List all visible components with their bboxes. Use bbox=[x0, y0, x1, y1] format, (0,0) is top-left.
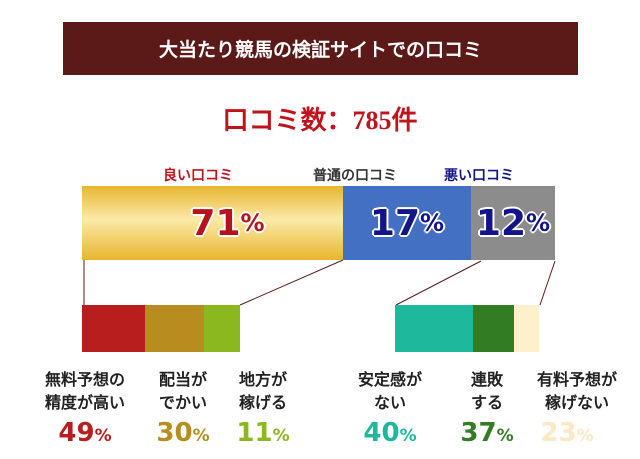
label-line: 稼げる bbox=[238, 393, 287, 412]
label-line: ない bbox=[373, 393, 406, 412]
connector-line bbox=[395, 260, 482, 306]
label-line: 連敗 bbox=[470, 370, 503, 389]
unit: % bbox=[399, 426, 417, 446]
accuracy-label: 無料予想の精度が高い bbox=[30, 368, 140, 414]
percent-unit: % bbox=[420, 209, 445, 237]
label-line: 精度が高い bbox=[44, 393, 125, 412]
connector-line bbox=[539, 260, 556, 306]
title-banner: 大当たり競馬の検証サイトでの口コミ bbox=[63, 22, 578, 75]
bad-sub-segment-stability bbox=[395, 305, 473, 352]
local-percent: 11% bbox=[208, 418, 318, 448]
value: 30 bbox=[156, 418, 193, 448]
stability-label: 安定感が ない bbox=[335, 368, 445, 414]
label-line: 地方が bbox=[238, 370, 287, 389]
payout-label: 配当が でかい bbox=[128, 368, 238, 414]
losing-percent: 37% bbox=[432, 418, 542, 448]
bad-percent: 12 bbox=[475, 202, 527, 244]
losing-label: 連敗 する bbox=[432, 368, 542, 414]
good-sub-segment-accuracy bbox=[82, 305, 145, 352]
unit: % bbox=[496, 426, 514, 446]
connector-line bbox=[239, 259, 344, 306]
review-count: 口コミ数：785件 bbox=[222, 106, 418, 135]
label-line: する bbox=[470, 393, 503, 412]
bad-reviews-segment: 12% bbox=[471, 186, 555, 260]
value: 40 bbox=[363, 418, 400, 448]
neutral-reviews-segment: 17% bbox=[343, 186, 471, 260]
label-line: 配当が bbox=[158, 370, 207, 389]
accuracy-percent: 49% bbox=[30, 418, 140, 448]
local-label: 地方が 稼げる bbox=[208, 368, 318, 414]
percent-unit: % bbox=[526, 209, 551, 237]
bad-sub-segment-losing bbox=[473, 305, 514, 352]
value: 49 bbox=[58, 418, 95, 448]
percent-unit: % bbox=[240, 209, 265, 237]
paid-label: 有料予想が 稼げない bbox=[522, 368, 632, 414]
unit: % bbox=[192, 426, 210, 446]
neutral-reviews-label: 普通の口コミ bbox=[313, 168, 397, 184]
payout-percent: 30% bbox=[128, 418, 238, 448]
good-sub-segment-local bbox=[204, 305, 240, 352]
good-percent: 71 bbox=[190, 202, 241, 244]
good-reviews-segment: 71% bbox=[82, 186, 343, 260]
unit: % bbox=[576, 426, 594, 446]
unit: % bbox=[94, 426, 112, 446]
stability-percent: 40% bbox=[335, 418, 445, 448]
bad-reviews-label: 悪い口コミ bbox=[444, 168, 514, 184]
label-line: 稼げない bbox=[544, 393, 609, 412]
label-line: 安定感が bbox=[357, 370, 422, 389]
value: 23 bbox=[540, 418, 577, 448]
unit: % bbox=[272, 426, 290, 446]
label-line: 有料予想が bbox=[536, 370, 617, 389]
good-reviews-label: 良い口コミ bbox=[163, 168, 233, 184]
value: 11 bbox=[236, 418, 273, 448]
paid-percent: 23% bbox=[512, 418, 622, 448]
good-sub-segment-payout bbox=[145, 305, 204, 352]
neutral-percent: 17 bbox=[369, 202, 421, 244]
label-line: でかい bbox=[158, 393, 207, 412]
label-line: 無料予想の bbox=[44, 370, 125, 389]
bad-sub-segment-paid bbox=[514, 305, 539, 352]
value: 37 bbox=[460, 418, 497, 448]
